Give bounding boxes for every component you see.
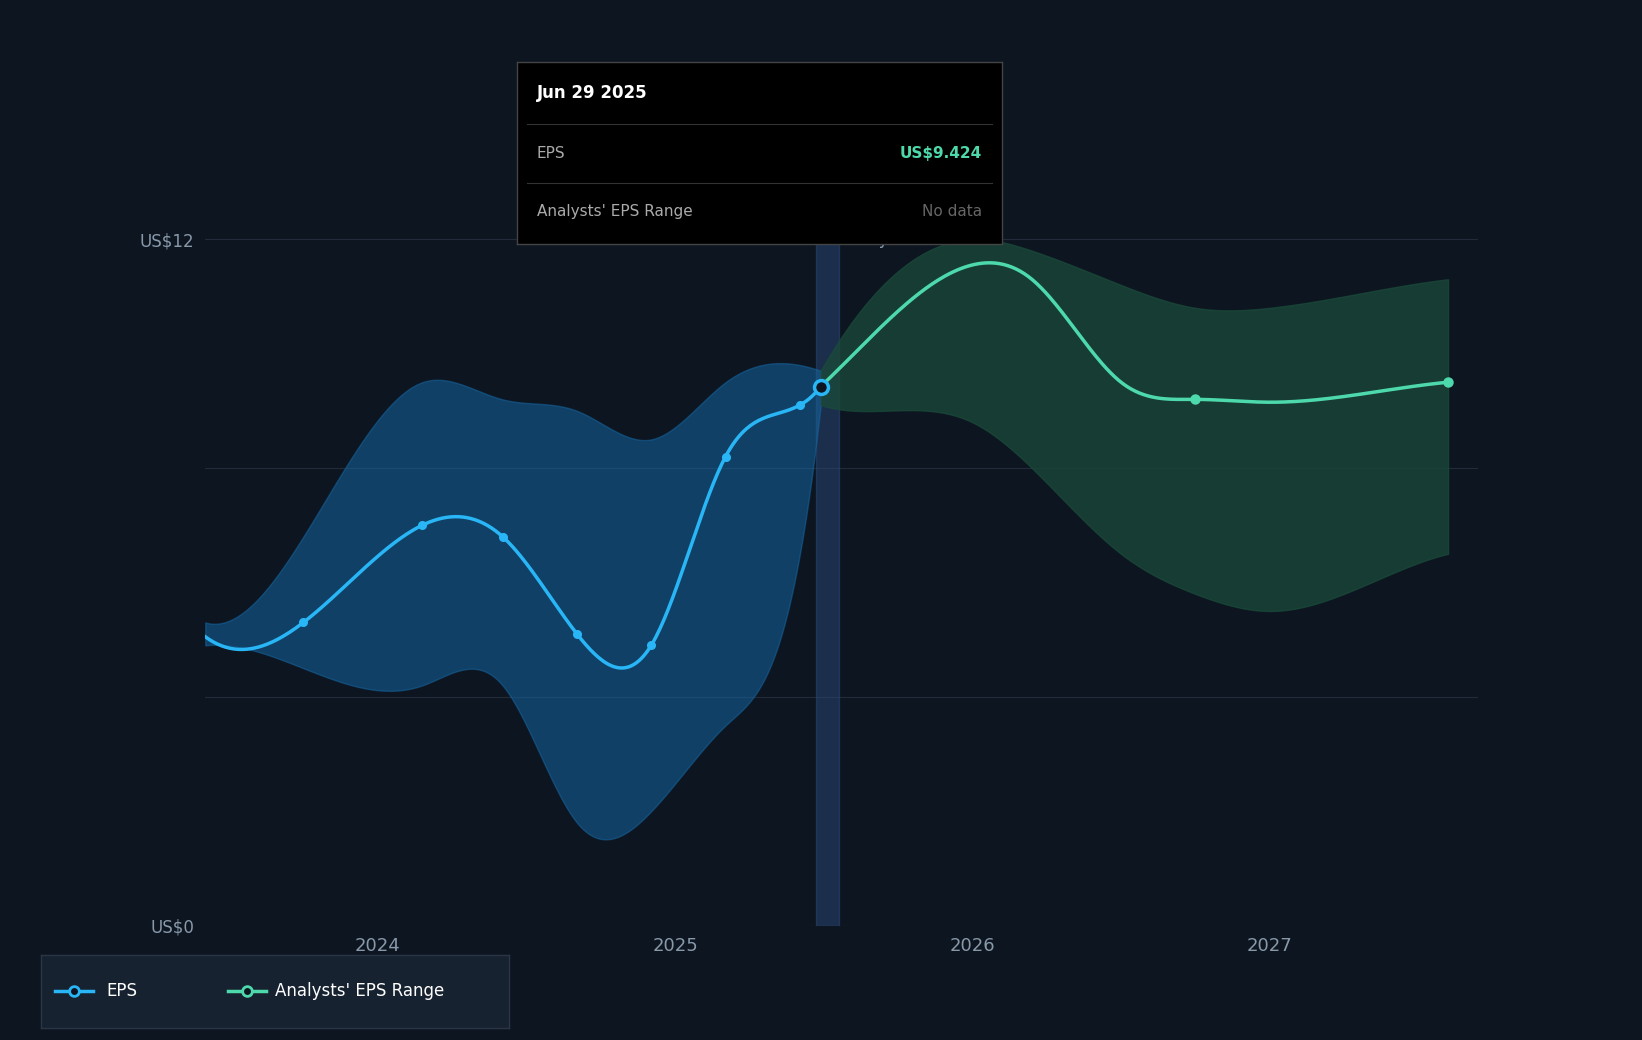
Text: US$9.424: US$9.424 bbox=[900, 146, 982, 161]
Text: EPS: EPS bbox=[107, 982, 138, 1000]
Text: No data: No data bbox=[923, 204, 982, 219]
Bar bbox=[816, 125, 839, 926]
Text: Analysts' EPS Range: Analysts' EPS Range bbox=[537, 204, 693, 219]
Text: Analysts' EPS Range: Analysts' EPS Range bbox=[276, 982, 445, 1000]
Text: Actual: Actual bbox=[749, 230, 810, 248]
Text: Analysts Forecasts: Analysts Forecasts bbox=[841, 230, 997, 248]
Text: Jun 29 2025: Jun 29 2025 bbox=[537, 84, 647, 102]
Text: EPS: EPS bbox=[537, 146, 565, 161]
